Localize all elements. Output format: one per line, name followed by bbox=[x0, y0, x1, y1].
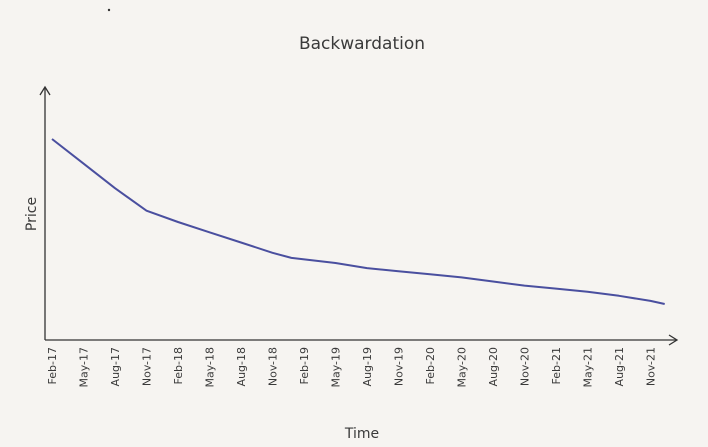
x-tick-label: Nov-18 bbox=[267, 347, 280, 386]
series-line bbox=[51, 138, 665, 305]
x-tick-label: Aug-17 bbox=[109, 347, 122, 386]
x-tick-label: May-17 bbox=[78, 347, 91, 388]
series-layer bbox=[51, 138, 665, 305]
x-tick-label: May-21 bbox=[582, 347, 595, 388]
x-axis-arrow bbox=[668, 334, 679, 346]
x-tick-labels: Feb-17 May-17 Aug-17 Nov-17 Feb-18 May-18 Aug-… bbox=[46, 347, 658, 388]
y-axis-label: Price bbox=[24, 197, 40, 231]
x-tick-label: Feb-21 bbox=[550, 347, 563, 384]
chart-title: Backwardation bbox=[299, 34, 425, 54]
x-tick-label: May-19 bbox=[330, 347, 343, 388]
x-tick-label: Feb-17 bbox=[46, 347, 59, 384]
x-tick-label: May-18 bbox=[204, 347, 217, 388]
x-tick-label: Aug-19 bbox=[361, 347, 374, 386]
dot-mark bbox=[107, 8, 111, 12]
x-tick-label: Nov-17 bbox=[141, 347, 154, 386]
x-tick-label: Feb-18 bbox=[172, 347, 185, 384]
x-tick-label: Feb-19 bbox=[298, 347, 311, 384]
y-axis-arrow bbox=[39, 85, 51, 96]
x-tick-label: Nov-19 bbox=[393, 347, 406, 386]
x-tick-label: Nov-20 bbox=[519, 347, 532, 386]
x-tick-label: Aug-18 bbox=[235, 347, 248, 386]
x-tick-label: Aug-20 bbox=[487, 347, 500, 386]
x-axis-label: Time bbox=[344, 426, 379, 442]
x-tick-label: May-20 bbox=[456, 347, 469, 388]
x-tick-label: Feb-20 bbox=[424, 347, 437, 384]
x-tick-label: Aug-21 bbox=[613, 347, 626, 386]
x-tick-label: Nov-21 bbox=[645, 347, 658, 386]
